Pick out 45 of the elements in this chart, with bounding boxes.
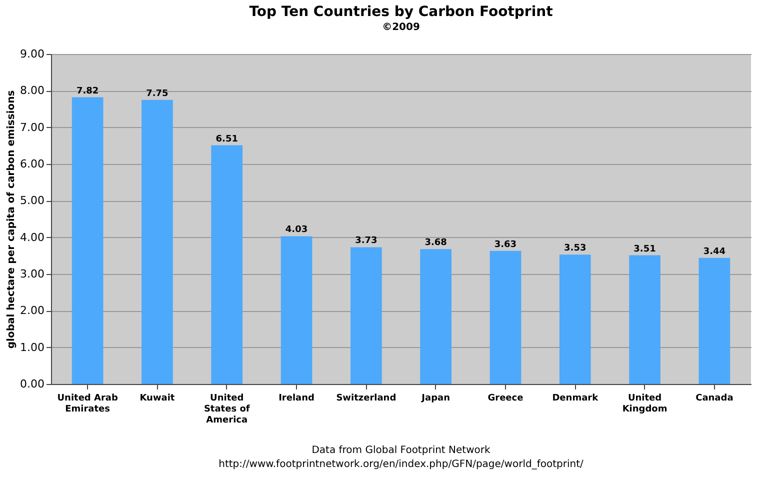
data-label: 3.68: [424, 238, 447, 248]
bar: [420, 249, 452, 384]
x-tick-label: Ireland: [278, 394, 314, 404]
x-tick-label: Japan: [420, 394, 450, 404]
x-tick-label: United Kingdom: [622, 394, 668, 414]
y-tick-label: 4.00: [20, 230, 44, 244]
text: http://www.footprintnetwork.org/en/index.php/GFN/page/world_footprint/: [218, 459, 584, 470]
bar: [280, 236, 312, 384]
y-tick-label: 8.00: [20, 84, 44, 98]
data-label: 3.44: [703, 246, 726, 257]
y-axis-title: global hectare per capita of carbon emissions: [6, 90, 18, 349]
data-label: 4.03: [285, 225, 308, 236]
text: Data from Global Footprint Network: [312, 445, 490, 456]
data-label: 7.75: [146, 88, 168, 99]
bar: [490, 250, 522, 384]
bar: [629, 255, 660, 384]
data-label: 3.51: [634, 244, 656, 254]
bar: [350, 247, 382, 384]
x-tick-label: Kuwait: [140, 394, 176, 404]
y-tick-label: 6.00: [20, 158, 44, 170]
data-label: 7.82: [76, 86, 99, 96]
data-label: 6.51: [216, 134, 238, 144]
chart-subtitle: ©2009: [382, 22, 420, 33]
x-tick-label: Switzerland: [336, 394, 396, 404]
x-tick-label: Canada: [696, 394, 734, 404]
bar: [559, 254, 591, 384]
data-label: 3.53: [564, 244, 586, 254]
y-tick-label: 0.00: [20, 378, 44, 390]
x-tick-label: United Arab Emirates: [57, 394, 118, 414]
y-tick-label: 9.00: [20, 48, 44, 60]
y-tick-label: 3.00: [20, 268, 44, 280]
data-label: 3.63: [494, 240, 517, 250]
x-tick-label: United States of America: [204, 394, 250, 426]
y-tick-label: 2.00: [20, 304, 44, 318]
y-tick-label: 1.00: [20, 340, 44, 354]
bar: [142, 100, 173, 384]
bar: [72, 97, 104, 384]
y-tick-label: 5.00: [20, 194, 44, 208]
data-label: 3.73: [355, 236, 378, 246]
bar: [211, 145, 243, 384]
bar: [698, 258, 730, 384]
y-tick-label: 7.00: [20, 120, 44, 134]
x-tick-label: Denmark: [552, 394, 600, 404]
x-tick-label: Greece: [488, 394, 524, 404]
chart-title: Top Ten Countries by Carbon Footprint: [249, 4, 554, 20]
